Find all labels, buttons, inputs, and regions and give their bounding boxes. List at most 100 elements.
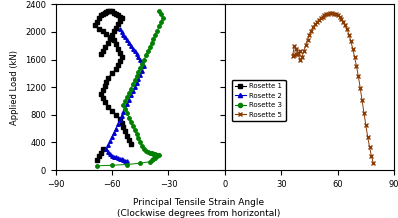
Rosette 2 <box>140 61 144 64</box>
Rosette 5 <box>300 56 304 58</box>
Rosette 5 <box>361 111 366 114</box>
Rosette 2 <box>129 94 133 97</box>
Rosette 2 <box>113 156 118 158</box>
Rosette 5 <box>318 17 323 19</box>
Rosette 2 <box>115 123 120 126</box>
Rosette 2 <box>125 160 129 163</box>
Rosette 2 <box>123 159 128 162</box>
Rosette 5 <box>360 99 365 102</box>
Rosette 2 <box>119 115 124 118</box>
Rosette 2 <box>121 33 126 36</box>
Rosette 2 <box>110 136 115 138</box>
Rosette 3 <box>147 160 152 163</box>
Rosette 5 <box>307 33 312 36</box>
Rosette 2 <box>108 140 113 142</box>
Text: Principal Tensile Strain Angle: Principal Tensile Strain Angle <box>133 198 265 207</box>
Rosette 2 <box>113 127 118 130</box>
Rosette 2 <box>138 73 142 76</box>
Rosette 2 <box>106 151 111 153</box>
Rosette 2 <box>110 154 115 157</box>
Rosette 2 <box>129 44 133 47</box>
Rosette 5 <box>322 14 327 17</box>
Rosette 2 <box>131 90 135 93</box>
Rosette 5 <box>316 19 321 21</box>
Rosette 5 <box>341 20 345 23</box>
Rosette 5 <box>294 48 298 51</box>
Rosette 5 <box>311 26 316 29</box>
Rosette 1 <box>108 9 113 12</box>
Rosette 3 <box>131 83 135 86</box>
Rosette 2 <box>127 42 131 44</box>
Rosette 5 <box>356 75 361 77</box>
Legend: Rosette 1, Rosette 2, Rosette 3, Rosette 5: Rosette 1, Rosette 2, Rosette 3, Rosette… <box>232 80 285 121</box>
Rosette 5 <box>330 12 334 15</box>
Rosette 5 <box>354 65 359 67</box>
Rosette 2 <box>111 131 116 134</box>
Rosette 1 <box>98 53 103 55</box>
Rosette 5 <box>326 12 331 15</box>
Rosette 2 <box>117 119 122 122</box>
Rosette 5 <box>371 162 376 164</box>
Rosette 2 <box>123 36 128 39</box>
Rosette 2 <box>136 56 141 58</box>
Text: (Clockwise degrees from horizontal): (Clockwise degrees from horizontal) <box>117 209 281 218</box>
Rosette 5 <box>303 44 308 46</box>
Rosette 2 <box>125 102 129 105</box>
Rosette 3 <box>123 108 128 111</box>
Rosette 2 <box>119 158 124 161</box>
Rosette 5 <box>332 12 336 15</box>
Rosette 3 <box>140 145 144 147</box>
Rosette 1 <box>119 122 124 124</box>
Rosette 2 <box>111 155 116 158</box>
Rosette 5 <box>367 146 372 149</box>
Rosette 1 <box>113 13 118 15</box>
Rosette 2 <box>119 31 124 33</box>
Rosette 5 <box>313 23 318 26</box>
Rosette 2 <box>142 65 146 68</box>
Rosette 1 <box>129 143 133 145</box>
Rosette 2 <box>131 47 135 50</box>
Rosette 2 <box>121 159 126 161</box>
Rosette 2 <box>115 157 120 159</box>
Rosette 3 <box>157 10 162 13</box>
Rosette 2 <box>134 82 139 84</box>
Rosette 5 <box>314 21 319 23</box>
Rosette 2 <box>106 144 111 146</box>
Rosette 2 <box>140 69 144 72</box>
Rosette 2 <box>125 39 129 42</box>
Rosette 2 <box>121 111 126 113</box>
Rosette 5 <box>334 13 338 16</box>
Rosette 2 <box>127 98 131 101</box>
Y-axis label: Applied Load (kN): Applied Load (kN) <box>10 50 20 125</box>
Rosette 5 <box>347 33 351 36</box>
Rosette 5 <box>339 18 344 20</box>
Rosette 5 <box>305 38 310 41</box>
Rosette 5 <box>292 53 297 56</box>
Rosette 3 <box>95 165 100 167</box>
Rosette 2 <box>123 107 128 109</box>
Line: Rosette 3: Rosette 3 <box>96 10 165 168</box>
Rosette 5 <box>348 40 353 42</box>
Rosette 5 <box>369 155 374 158</box>
Rosette 1 <box>119 17 124 19</box>
Rosette 2 <box>136 78 141 80</box>
Line: Rosette 1: Rosette 1 <box>94 9 133 146</box>
Rosette 1 <box>127 138 131 141</box>
Rosette 5 <box>309 29 314 32</box>
Rosette 5 <box>301 50 306 53</box>
Rosette 2 <box>117 157 122 160</box>
Rosette 3 <box>157 25 162 28</box>
Rosette 5 <box>292 44 297 47</box>
Rosette 5 <box>365 136 370 138</box>
Rosette 1 <box>98 14 103 17</box>
Rosette 2 <box>108 153 113 155</box>
Rosette 5 <box>343 24 347 26</box>
Rosette 5 <box>320 15 325 18</box>
Rosette 5 <box>296 51 300 54</box>
Rosette 5 <box>335 14 340 17</box>
Rosette 5 <box>294 53 298 55</box>
Rosette 5 <box>298 59 302 62</box>
Rosette 5 <box>328 12 332 15</box>
Rosette 5 <box>298 50 302 53</box>
Rosette 5 <box>290 55 295 58</box>
